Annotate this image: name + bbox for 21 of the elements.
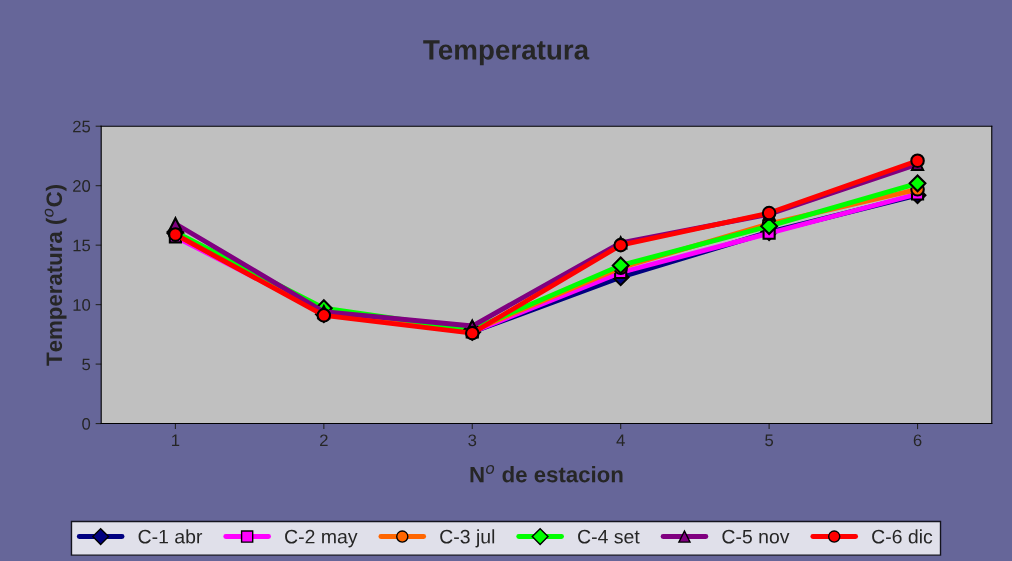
y-tick-label: 20 <box>73 180 91 192</box>
x-tick-label: 1 <box>172 434 180 447</box>
legend-label: C-5 nov <box>722 529 790 544</box>
y-tick-label: 0 <box>82 417 91 430</box>
x-tick-label: 4 <box>616 434 625 447</box>
y-tick-label: 15 <box>73 239 91 252</box>
y-axis-title: Temperatura ($^{o}$C) <box>44 185 67 366</box>
x-tick-label: 6 <box>913 434 922 447</box>
y-tick-label: 25 <box>73 120 91 133</box>
legend-label: C-3 jul <box>440 529 495 548</box>
legend-label: C-1 abr <box>138 529 203 544</box>
legend-label: C-2 may <box>285 529 358 548</box>
x-tick-label: 2 <box>320 434 328 447</box>
legend-label: C-4 set <box>578 529 640 544</box>
y-tick-label: 10 <box>73 299 91 311</box>
x-axis-title: N$^{o}$ de estacion <box>470 464 623 483</box>
x-tick-label: 5 <box>765 434 774 447</box>
y-tick-label: 5 <box>82 358 91 371</box>
legend-label: C-6 dic <box>872 529 933 544</box>
chart-title: Temperatura <box>423 40 590 66</box>
x-tick-label: 3 <box>468 434 477 447</box>
